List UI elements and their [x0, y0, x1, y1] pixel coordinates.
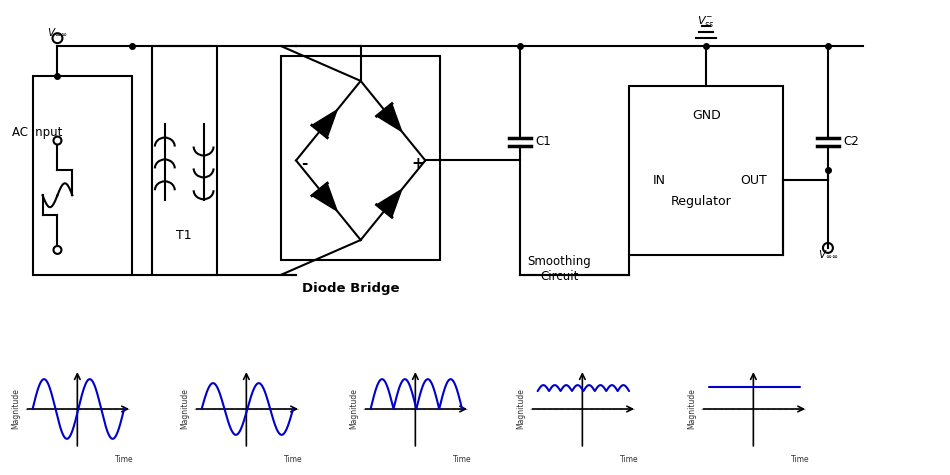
Text: Time: Time	[284, 455, 302, 464]
Text: OUT: OUT	[740, 174, 767, 187]
Text: T1: T1	[177, 228, 192, 241]
Text: AC Input: AC Input	[12, 126, 63, 139]
Text: Time: Time	[790, 455, 809, 464]
Text: C2: C2	[844, 135, 860, 148]
Text: Magnitude: Magnitude	[688, 389, 696, 429]
Text: $V_{\infty\infty}$: $V_{\infty\infty}$	[818, 248, 838, 260]
Text: $V_{\infty\infty}$: $V_{\infty\infty}$	[48, 26, 67, 38]
Text: GND: GND	[692, 109, 720, 122]
Polygon shape	[376, 104, 402, 132]
Polygon shape	[312, 183, 337, 211]
Polygon shape	[312, 110, 337, 138]
Text: Regulator: Regulator	[671, 195, 732, 208]
Text: IN: IN	[653, 174, 665, 187]
Text: C1: C1	[536, 135, 551, 148]
Text: +: +	[411, 156, 424, 171]
Text: Magnitude: Magnitude	[11, 389, 21, 429]
Text: $V_{ss}^{-}$: $V_{ss}^{-}$	[697, 14, 715, 29]
Polygon shape	[376, 190, 402, 217]
Text: Time: Time	[453, 455, 471, 464]
Text: Time: Time	[619, 455, 638, 464]
Text: Diode Bridge: Diode Bridge	[302, 282, 400, 294]
Text: Magnitude: Magnitude	[350, 389, 359, 429]
Text: Magnitude: Magnitude	[180, 389, 190, 429]
Text: Magnitude: Magnitude	[517, 389, 525, 429]
Text: -: -	[301, 156, 307, 171]
Text: Time: Time	[115, 455, 133, 464]
Text: Smoothing
Circuit: Smoothing Circuit	[527, 255, 592, 283]
